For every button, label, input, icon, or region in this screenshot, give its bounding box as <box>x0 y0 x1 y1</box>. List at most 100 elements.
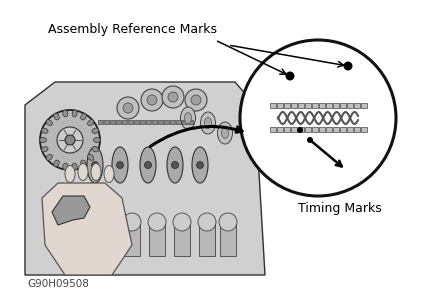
Circle shape <box>57 127 83 153</box>
Bar <box>199 222 215 256</box>
Circle shape <box>162 86 184 108</box>
Bar <box>182 120 187 124</box>
Bar <box>311 103 318 108</box>
Bar <box>332 127 339 132</box>
Bar <box>283 103 290 108</box>
Circle shape <box>92 161 99 169</box>
Ellipse shape <box>72 163 77 170</box>
Ellipse shape <box>205 118 212 128</box>
Bar <box>332 103 339 108</box>
Bar <box>297 103 304 108</box>
Circle shape <box>98 213 116 231</box>
Bar <box>174 222 190 256</box>
Bar <box>99 222 115 256</box>
Bar <box>164 120 169 124</box>
Polygon shape <box>25 82 265 275</box>
Bar <box>98 120 103 124</box>
Bar <box>311 127 318 132</box>
Circle shape <box>173 213 191 231</box>
Bar <box>188 120 193 124</box>
Circle shape <box>172 161 179 169</box>
Ellipse shape <box>81 160 86 167</box>
Ellipse shape <box>46 154 53 160</box>
Bar <box>353 127 360 132</box>
Bar <box>325 127 332 132</box>
Bar <box>170 120 175 124</box>
Bar <box>283 127 290 132</box>
Bar <box>128 120 133 124</box>
Circle shape <box>65 135 75 145</box>
Ellipse shape <box>65 166 75 182</box>
Bar <box>140 120 145 124</box>
Ellipse shape <box>93 137 100 142</box>
Bar <box>318 103 325 108</box>
Ellipse shape <box>92 128 99 134</box>
Bar <box>149 222 165 256</box>
Ellipse shape <box>184 112 191 124</box>
Ellipse shape <box>87 147 103 183</box>
Bar <box>110 120 115 124</box>
Circle shape <box>185 89 207 111</box>
Circle shape <box>123 103 133 113</box>
Circle shape <box>141 89 163 111</box>
Bar <box>74 222 90 256</box>
Circle shape <box>197 161 204 169</box>
Bar <box>346 127 353 132</box>
Circle shape <box>145 161 152 169</box>
Bar <box>104 120 109 124</box>
Bar <box>158 120 163 124</box>
Bar <box>304 103 311 108</box>
Ellipse shape <box>218 122 233 144</box>
Circle shape <box>117 97 139 119</box>
Bar <box>122 120 127 124</box>
Bar <box>276 103 283 108</box>
Bar <box>353 103 360 108</box>
Bar <box>318 127 325 132</box>
Ellipse shape <box>92 147 99 152</box>
Polygon shape <box>52 196 90 225</box>
Bar <box>290 103 297 108</box>
Circle shape <box>219 213 237 231</box>
Circle shape <box>168 92 178 102</box>
Ellipse shape <box>46 120 53 126</box>
Bar <box>360 103 367 108</box>
Circle shape <box>240 40 396 196</box>
Bar <box>339 103 346 108</box>
Bar <box>304 127 311 132</box>
Ellipse shape <box>88 120 94 126</box>
Text: Timing Marks: Timing Marks <box>298 202 382 215</box>
Circle shape <box>191 95 201 105</box>
Ellipse shape <box>167 147 183 183</box>
Ellipse shape <box>78 164 88 181</box>
Ellipse shape <box>41 147 48 152</box>
Text: G90H09508: G90H09508 <box>27 279 89 289</box>
Circle shape <box>73 213 91 231</box>
Circle shape <box>198 213 216 231</box>
Polygon shape <box>42 183 132 275</box>
Ellipse shape <box>39 137 46 142</box>
Ellipse shape <box>63 163 68 170</box>
Ellipse shape <box>72 110 77 117</box>
Ellipse shape <box>91 164 101 181</box>
Circle shape <box>297 127 303 133</box>
Circle shape <box>117 161 124 169</box>
Bar <box>269 103 276 108</box>
Ellipse shape <box>81 113 86 120</box>
Ellipse shape <box>222 128 229 139</box>
Ellipse shape <box>140 147 156 183</box>
Ellipse shape <box>54 160 59 167</box>
Bar <box>152 120 157 124</box>
Bar <box>146 120 151 124</box>
Ellipse shape <box>88 154 94 160</box>
Bar <box>360 127 367 132</box>
Bar <box>269 127 276 132</box>
Bar <box>325 103 332 108</box>
Bar <box>124 222 140 256</box>
Circle shape <box>40 110 100 170</box>
Ellipse shape <box>180 107 195 129</box>
Circle shape <box>147 95 157 105</box>
Ellipse shape <box>104 166 114 182</box>
Bar <box>290 127 297 132</box>
Ellipse shape <box>63 110 68 117</box>
Bar <box>134 120 139 124</box>
